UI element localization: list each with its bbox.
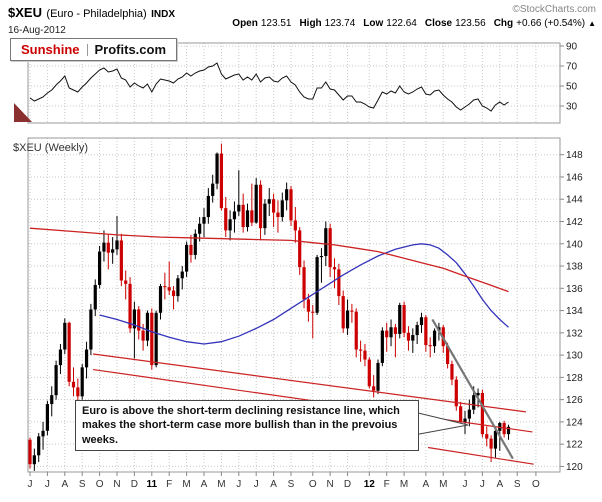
svg-text:M: M — [182, 479, 190, 490]
change-up-arrow-icon: ▲ — [588, 19, 596, 28]
ohlc-stats: Open 123.51 High 123.74 Low 122.64 Close 123.56… — [224, 18, 596, 29]
candlesticks — [28, 143, 511, 471]
svg-text:A: A — [61, 479, 68, 490]
svg-text:128: 128 — [566, 373, 583, 384]
svg-text:30: 30 — [566, 102, 578, 113]
svg-text:120: 120 — [566, 462, 583, 473]
svg-text:142: 142 — [566, 217, 583, 228]
svg-text:O: O — [96, 479, 104, 490]
svg-text:D: D — [131, 479, 138, 490]
svg-text:J: J — [463, 479, 468, 490]
svg-text:50: 50 — [566, 82, 578, 93]
svg-text:146: 146 — [566, 172, 583, 183]
svg-text:138: 138 — [566, 262, 583, 273]
stat-chg: Chg +0.66 (+0.54%) — [493, 18, 586, 29]
svg-text:F: F — [166, 479, 172, 490]
svg-text:S: S — [514, 479, 521, 490]
svg-text:M: M — [400, 479, 408, 490]
svg-text:F: F — [384, 479, 390, 490]
svg-text:J: J — [45, 479, 50, 490]
svg-text:O: O — [532, 479, 540, 490]
svg-text:11: 11 — [147, 479, 158, 490]
logo-sunshine-text: Sunshine — [21, 42, 80, 57]
header-right: ©StockCharts.com Open 123.51 High 123.74 Low… — [224, 4, 596, 29]
panel-label: $XEU (Weekly) — [13, 142, 88, 154]
svg-text:148: 148 — [566, 150, 583, 161]
stat-close: Close 123.56 — [424, 18, 486, 29]
gridlines — [28, 43, 564, 476]
svg-text:70: 70 — [566, 62, 578, 73]
chart-title: $XEU (Euro - Philadelphia) INDX — [8, 4, 175, 22]
svg-text:134: 134 — [566, 306, 583, 317]
short-term-declining-resistance — [431, 318, 514, 460]
svg-text:A: A — [496, 479, 503, 490]
svg-text:132: 132 — [566, 328, 583, 339]
svg-text:N: N — [113, 479, 120, 490]
svg-text:90: 90 — [566, 42, 578, 53]
svg-text:A: A — [423, 479, 430, 490]
oversold-marker-triangle — [14, 103, 32, 122]
sunshine-profits-logo[interactable]: Sunshine Profits.com — [10, 38, 178, 61]
stat-low: Low 122.64 — [363, 18, 417, 29]
svg-text:12: 12 — [364, 479, 376, 490]
chart-header: $XEU (Euro - Philadelphia) INDX 16-Aug-2… — [8, 4, 596, 38]
svg-text:D: D — [344, 479, 351, 490]
stat-high: High 123.74 — [299, 18, 356, 29]
logo-profits-text: Profits.com — [94, 42, 167, 57]
indicator-line — [14, 62, 509, 122]
copyright-text: ©StockCharts.com — [512, 4, 596, 15]
short-term-support — [427, 446, 534, 465]
annotation-callout: Euro is above the short-term declining r… — [75, 400, 419, 451]
svg-text:S: S — [79, 479, 86, 490]
svg-text:M: M — [217, 479, 225, 490]
svg-text:A: A — [270, 479, 277, 490]
svg-text:J: J — [480, 479, 485, 490]
long-term-resistance-upper — [92, 353, 526, 413]
stat-open: Open 123.51 — [232, 18, 292, 29]
svg-text:126: 126 — [566, 395, 583, 406]
svg-text:144: 144 — [566, 195, 583, 206]
svg-text:140: 140 — [566, 239, 583, 250]
axis-labels: J J A S O N D 11 F M A M J J A S O N D 12 F M A M J J A S O148146144… — [28, 42, 584, 491]
header-left: $XEU (Euro - Philadelphia) INDX 16-Aug-2… — [8, 4, 175, 36]
svg-text:N: N — [327, 479, 334, 490]
svg-text:J: J — [28, 479, 33, 490]
svg-text:130: 130 — [566, 351, 583, 362]
logo-divider — [86, 44, 88, 56]
svg-text:136: 136 — [566, 284, 583, 295]
svg-text:A: A — [201, 479, 208, 490]
ticker-symbol: $XEU — [8, 5, 42, 20]
panel-borders — [27, 42, 561, 473]
svg-text:J: J — [236, 479, 241, 490]
ticker-exchange: INDX — [151, 9, 176, 20]
ticker-name: (Euro - Philadelphia) — [46, 8, 147, 20]
svg-text:O: O — [309, 479, 317, 490]
svg-text:124: 124 — [566, 417, 583, 428]
svg-text:J: J — [254, 479, 259, 490]
svg-text:122: 122 — [566, 440, 583, 451]
moving-averages — [29, 227, 509, 345]
chart-date: 16-Aug-2012 — [8, 25, 66, 36]
svg-text:S: S — [288, 479, 295, 490]
svg-text:M: M — [439, 479, 447, 490]
